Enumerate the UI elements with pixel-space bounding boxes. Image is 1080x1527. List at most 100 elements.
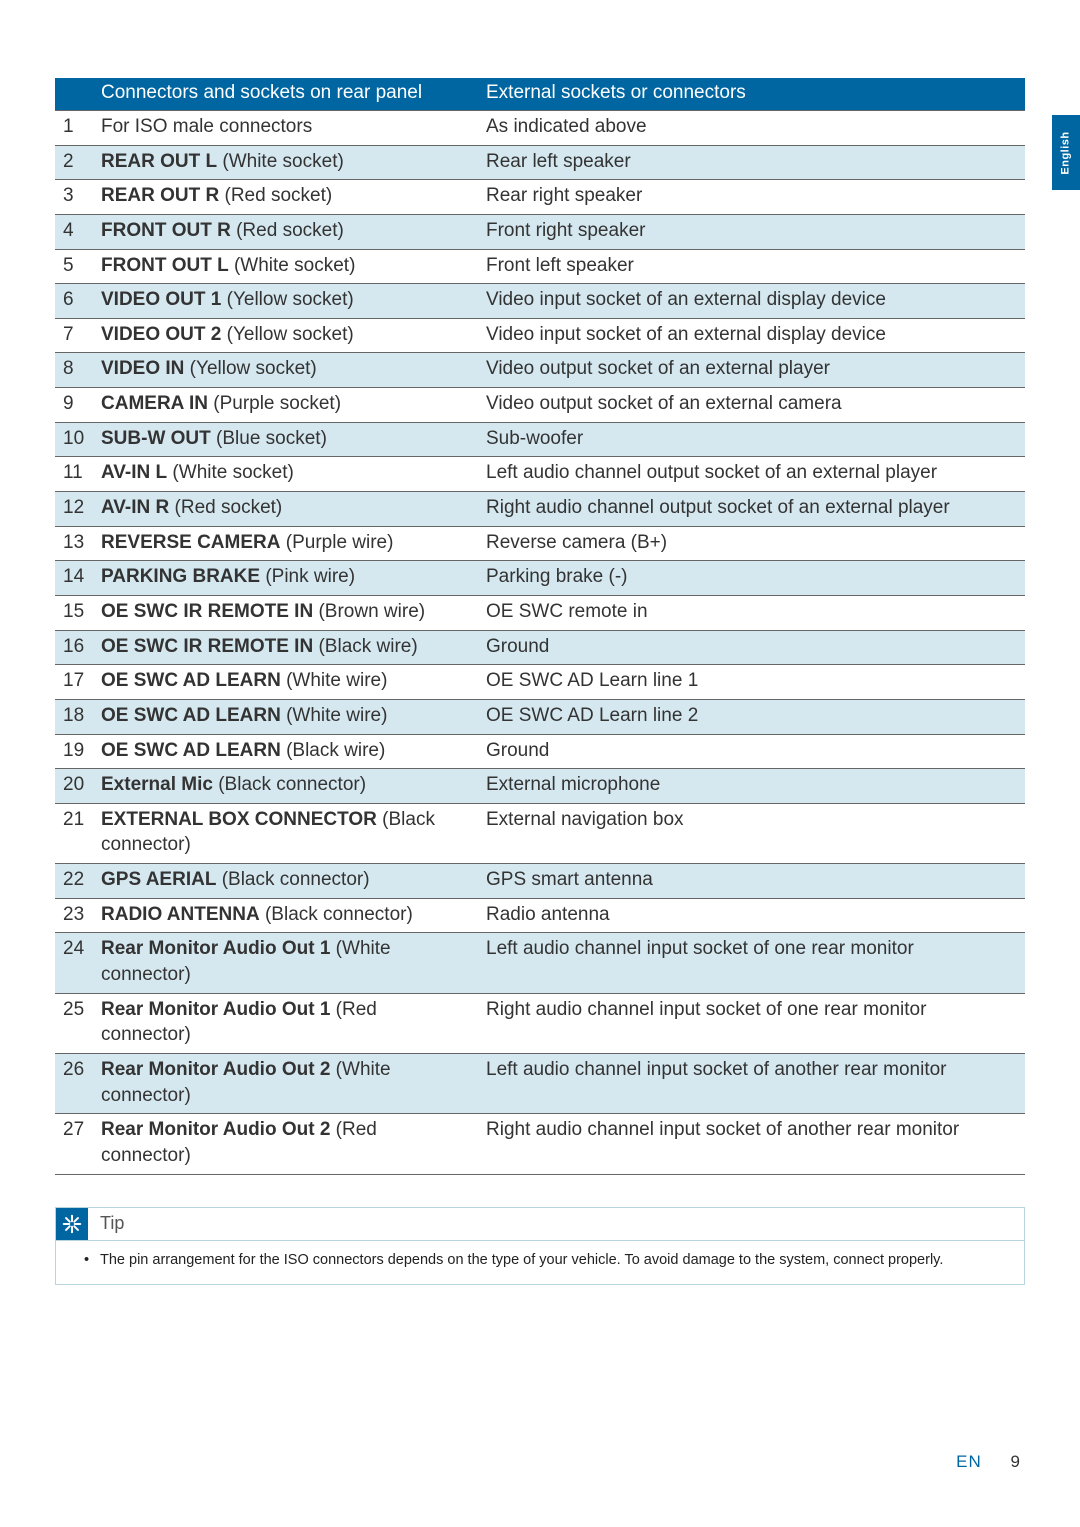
table-row: 10SUB-W OUT (Blue socket)Sub-woofer bbox=[55, 422, 1025, 457]
connector-detail: (Pink wire) bbox=[260, 566, 355, 587]
connector-name: OE SWC AD LEARN bbox=[101, 740, 281, 761]
row-connector: OE SWC AD LEARN (Black wire) bbox=[93, 734, 478, 769]
connector-name: OE SWC IR REMOTE IN bbox=[101, 636, 313, 657]
row-connector: VIDEO OUT 1 (Yellow socket) bbox=[93, 284, 478, 319]
row-number: 23 bbox=[55, 898, 93, 933]
row-number: 25 bbox=[55, 993, 93, 1053]
row-number: 18 bbox=[55, 699, 93, 734]
connector-detail: (White socket) bbox=[167, 462, 294, 483]
connector-detail: (Blue socket) bbox=[211, 428, 327, 449]
row-external: Left audio channel input socket of anoth… bbox=[478, 1053, 1025, 1113]
row-external: Video input socket of an external displa… bbox=[478, 318, 1025, 353]
table-row: 5FRONT OUT L (White socket)Front left sp… bbox=[55, 249, 1025, 284]
row-connector: FRONT OUT L (White socket) bbox=[93, 249, 478, 284]
connector-name: FRONT OUT R bbox=[101, 220, 231, 241]
connector-name: Rear Monitor Audio Out 2 bbox=[101, 1119, 330, 1140]
table-header-external: External sockets or connectors bbox=[478, 78, 1025, 111]
row-connector: Rear Monitor Audio Out 2 (Red connector) bbox=[93, 1114, 478, 1174]
row-external: External microphone bbox=[478, 769, 1025, 804]
language-tab: English bbox=[1052, 115, 1080, 190]
row-number: 10 bbox=[55, 422, 93, 457]
row-number: 22 bbox=[55, 864, 93, 899]
table-row: 21EXTERNAL BOX CONNECTOR (Black connecto… bbox=[55, 803, 1025, 863]
connector-detail: (Yellow socket) bbox=[184, 358, 316, 379]
row-number: 6 bbox=[55, 284, 93, 319]
connector-name: GPS AERIAL bbox=[101, 869, 216, 890]
connector-detail: (Purple socket) bbox=[208, 393, 341, 414]
row-connector: CAMERA IN (Purple socket) bbox=[93, 388, 478, 423]
row-connector: VIDEO OUT 2 (Yellow socket) bbox=[93, 318, 478, 353]
row-number: 7 bbox=[55, 318, 93, 353]
connector-name: CAMERA IN bbox=[101, 393, 208, 414]
row-number: 21 bbox=[55, 803, 93, 863]
language-tab-label: English bbox=[1060, 131, 1072, 174]
row-external: OE SWC AD Learn line 1 bbox=[478, 665, 1025, 700]
row-external: Sub-woofer bbox=[478, 422, 1025, 457]
connector-detail: (Black wire) bbox=[281, 740, 386, 761]
row-connector: REAR OUT L (White socket) bbox=[93, 145, 478, 180]
row-number: 8 bbox=[55, 353, 93, 388]
row-number: 13 bbox=[55, 526, 93, 561]
connector-name: VIDEO OUT 2 bbox=[101, 324, 221, 345]
row-external: Right audio channel input socket of one … bbox=[478, 993, 1025, 1053]
table-row: 3REAR OUT R (Red socket)Rear right speak… bbox=[55, 180, 1025, 215]
row-external: OE SWC AD Learn line 2 bbox=[478, 699, 1025, 734]
connector-name: REAR OUT L bbox=[101, 151, 217, 172]
table-row: 27Rear Monitor Audio Out 2 (Red connecto… bbox=[55, 1114, 1025, 1174]
row-external: Video output socket of an external playe… bbox=[478, 353, 1025, 388]
row-external: Front right speaker bbox=[478, 214, 1025, 249]
connector-name: REVERSE CAMERA bbox=[101, 532, 280, 553]
connector-name: OE SWC IR REMOTE IN bbox=[101, 601, 313, 622]
row-external: Left audio channel output socket of an e… bbox=[478, 457, 1025, 492]
row-number: 3 bbox=[55, 180, 93, 215]
table-row: 4FRONT OUT R (Red socket)Front right spe… bbox=[55, 214, 1025, 249]
row-external: Radio antenna bbox=[478, 898, 1025, 933]
row-external: Parking brake (-) bbox=[478, 561, 1025, 596]
row-number: 19 bbox=[55, 734, 93, 769]
row-number: 26 bbox=[55, 1053, 93, 1113]
row-number: 1 bbox=[55, 111, 93, 146]
connector-detail: (White wire) bbox=[281, 705, 388, 726]
row-connector: EXTERNAL BOX CONNECTOR (Black connector) bbox=[93, 803, 478, 863]
row-external: Rear right speaker bbox=[478, 180, 1025, 215]
row-connector: GPS AERIAL (Black connector) bbox=[93, 864, 478, 899]
row-number: 15 bbox=[55, 595, 93, 630]
row-connector: AV-IN L (White socket) bbox=[93, 457, 478, 492]
row-connector: SUB-W OUT (Blue socket) bbox=[93, 422, 478, 457]
row-connector: RADIO ANTENNA (Black connector) bbox=[93, 898, 478, 933]
row-number: 27 bbox=[55, 1114, 93, 1174]
row-connector: REAR OUT R (Red socket) bbox=[93, 180, 478, 215]
row-external: Video input socket of an external displa… bbox=[478, 284, 1025, 319]
row-number: 16 bbox=[55, 630, 93, 665]
row-external: Reverse camera (B+) bbox=[478, 526, 1025, 561]
row-connector: VIDEO IN (Yellow socket) bbox=[93, 353, 478, 388]
row-connector: OE SWC IR REMOTE IN (Black wire) bbox=[93, 630, 478, 665]
row-external: Right audio channel output socket of an … bbox=[478, 492, 1025, 527]
bullet-dot: • bbox=[84, 1251, 100, 1271]
row-connector: OE SWC AD LEARN (White wire) bbox=[93, 699, 478, 734]
row-external: As indicated above bbox=[478, 111, 1025, 146]
row-number: 24 bbox=[55, 933, 93, 993]
row-external: Rear left speaker bbox=[478, 145, 1025, 180]
connector-name: Rear Monitor Audio Out 1 bbox=[101, 999, 330, 1020]
connector-name: OE SWC AD LEARN bbox=[101, 705, 281, 726]
table-row: 15OE SWC IR REMOTE IN (Brown wire)OE SWC… bbox=[55, 595, 1025, 630]
connector-name: SUB-W OUT bbox=[101, 428, 211, 449]
row-connector: Rear Monitor Audio Out 1 (Red connector) bbox=[93, 993, 478, 1053]
row-external: OE SWC remote in bbox=[478, 595, 1025, 630]
table-row: 25Rear Monitor Audio Out 1 (Red connecto… bbox=[55, 993, 1025, 1053]
connector-name: AV-IN R bbox=[101, 497, 169, 518]
page-content: Connectors and sockets on rear panel Ext… bbox=[0, 0, 1080, 1285]
row-external: Ground bbox=[478, 734, 1025, 769]
table-row: 8VIDEO IN (Yellow socket)Video output so… bbox=[55, 353, 1025, 388]
connector-detail: (White socket) bbox=[217, 151, 344, 172]
table-row: 20External Mic (Black connector)External… bbox=[55, 769, 1025, 804]
row-connector: AV-IN R (Red socket) bbox=[93, 492, 478, 527]
connector-detail: (Yellow socket) bbox=[221, 289, 353, 310]
tip-icon bbox=[56, 1208, 88, 1240]
table-row: 22GPS AERIAL (Black connector)GPS smart … bbox=[55, 864, 1025, 899]
connector-detail: (Purple wire) bbox=[280, 532, 393, 553]
table-row: 9CAMERA IN (Purple socket)Video output s… bbox=[55, 388, 1025, 423]
tip-body: • The pin arrangement for the ISO connec… bbox=[56, 1241, 1024, 1285]
footer-lang: EN bbox=[956, 1452, 982, 1471]
